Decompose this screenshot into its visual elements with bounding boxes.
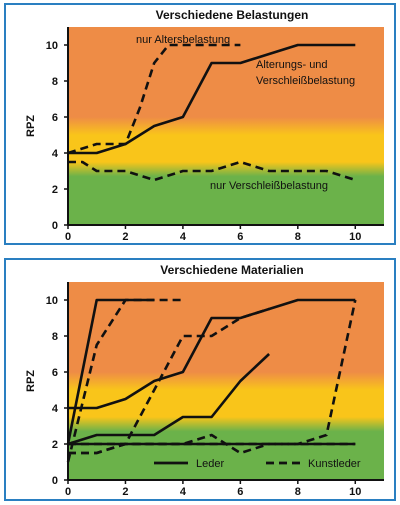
series-line-7-dashed — [68, 442, 356, 455]
y-tick-label: 4 — [52, 403, 59, 415]
x-tick-label: 8 — [295, 486, 301, 498]
chart-belastungen: Verschiedene Belastungen 0 2 4 6 8 10 0 2 4 6 8 10 RP… — [25, 8, 384, 243]
chart-panel-materialien: Verschiedene Materialien 0 2 4 6 8 10 0 2 4 6 8 10 RP… — [4, 258, 396, 501]
y-tick-label: 10 — [46, 40, 58, 52]
y-tick-label: 8 — [52, 331, 58, 343]
y-tick-label: 8 — [52, 76, 58, 88]
x-tick-label: 4 — [180, 486, 187, 498]
y-tick-label: 0 — [52, 220, 58, 232]
series-line-0-dashed — [67, 43, 241, 155]
series-line-1-solid — [68, 298, 356, 410]
annotation-label: nur Altersbelastung — [136, 34, 230, 46]
y-tick-label: 10 — [46, 295, 58, 307]
series-line-4-dashed — [66, 298, 183, 463]
series-line-6-dashed — [68, 299, 357, 455]
x-tick-label: 10 — [349, 486, 361, 498]
annotation-label: Verschleißbelastung — [256, 75, 355, 87]
legend-label: Kunstleder — [308, 458, 361, 470]
x-tick-label: 6 — [237, 486, 243, 498]
x-tick-label: 2 — [122, 231, 128, 243]
annotation-label: Alterungs- und — [256, 59, 328, 71]
y-tick-label: 2 — [52, 439, 58, 451]
annotation-label: nur Verschleißbelastung — [210, 180, 328, 192]
chart-title: Verschiedene Belastungen — [156, 8, 309, 22]
series-line-2-solid — [67, 353, 270, 446]
y-tick-label: 4 — [52, 148, 59, 160]
x-tick-label: 10 — [349, 231, 361, 243]
background-zones — [68, 27, 384, 225]
background-zones — [68, 282, 384, 480]
x-tick-label: 8 — [295, 231, 301, 243]
y-tick-label: 6 — [52, 367, 58, 379]
x-tick-label: 2 — [122, 486, 128, 498]
series-line-2-dashed — [68, 160, 356, 182]
x-tick-label: 6 — [237, 231, 243, 243]
x-tick-label: 0 — [65, 231, 71, 243]
chart-materialien: Verschiedene Materialien 0 2 4 6 8 10 0 2 4 6 8 10 RP… — [25, 263, 384, 498]
y-axis-label: RPZ — [25, 115, 37, 137]
x-tick-label: 0 — [65, 486, 71, 498]
chart-panel-belastungen: Verschiedene Belastungen 0 2 4 6 8 10 0 2 4 6 8 10 RP… — [4, 3, 396, 245]
x-tick-label: 4 — [180, 231, 187, 243]
y-tick-label: 2 — [52, 184, 58, 196]
y-axis-label: RPZ — [25, 370, 37, 392]
series-line-1-solid — [68, 43, 356, 155]
legend-label: Leder — [196, 458, 224, 470]
y-tick-label: 6 — [52, 112, 58, 124]
chart-title: Verschiedene Materialien — [160, 263, 303, 277]
y-tick-label: 0 — [52, 475, 58, 487]
